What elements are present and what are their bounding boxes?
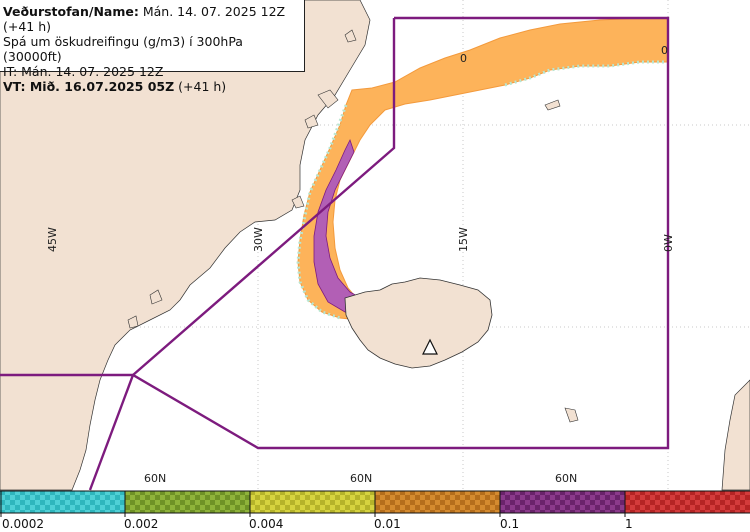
lat-label-60n: 60N bbox=[350, 472, 372, 485]
valid-time-offset: (+41 h) bbox=[174, 79, 227, 94]
forecast-info-box: Veðurstofan/Name: Mán. 14. 07. 2025 12Z … bbox=[0, 0, 305, 94]
lon-label-15w: 15W bbox=[457, 227, 470, 252]
legend-swatch-purple bbox=[500, 491, 625, 513]
issue-time: IT: Mán. 14. 07. 2025 12Z bbox=[3, 64, 164, 79]
legend-swatch-yellow bbox=[250, 491, 375, 513]
legend-tick-label: 0.01 bbox=[374, 517, 401, 531]
jan-mayen bbox=[544, 99, 561, 111]
lat-label-60n: 60N bbox=[144, 472, 166, 485]
zero-marker: 0 bbox=[661, 44, 668, 57]
iceland-land bbox=[344, 277, 493, 369]
legend-swatch-cyan bbox=[0, 491, 125, 513]
greenland-land bbox=[0, 0, 371, 491]
norway-land bbox=[721, 379, 750, 491]
fir-boundary bbox=[0, 16, 670, 491]
valid-time-label: VT: Mið. 16.07.2025 05Z bbox=[3, 79, 175, 94]
legend-tick-label: 0.002 bbox=[124, 517, 158, 531]
legend-swatch-orange bbox=[375, 491, 500, 513]
issuer-line: Veðurstofan/Name: Mán. 14. 07. 2025 12Z … bbox=[3, 4, 304, 34]
legend-swatch-red bbox=[625, 491, 750, 513]
lon-label-0w: 0W bbox=[662, 234, 675, 252]
legend-tick-label: 0.004 bbox=[249, 517, 283, 531]
issuer-value: Mán. 14. 07. 2025 12Z (+41 h) bbox=[3, 4, 286, 34]
legend-swatch-olive bbox=[125, 491, 250, 513]
legend-color-bar bbox=[0, 490, 750, 517]
valid-time-line: VT: Mið. 16.07.2025 05Z (+41 h) bbox=[3, 79, 304, 94]
product-description: Spá um öskudreifingu (g/m3) í 300hPa (30… bbox=[3, 34, 243, 64]
lat-label-60n: 60N bbox=[555, 472, 577, 485]
ash-plume-edge bbox=[504, 60, 668, 87]
zero-marker: 0 bbox=[460, 52, 467, 65]
lon-label-45w: 45W bbox=[46, 227, 59, 252]
volcano-icon bbox=[422, 338, 438, 355]
lon-label-30w: 30W bbox=[252, 227, 265, 252]
legend-tick-label: 0.0002 bbox=[2, 517, 44, 531]
legend-tick-label: 0.1 bbox=[500, 517, 519, 531]
greenland-islands bbox=[127, 29, 357, 329]
ash-plume-edge-west bbox=[296, 104, 348, 320]
faroe-islands bbox=[564, 407, 579, 423]
legend-tick-label: 1 bbox=[625, 517, 633, 531]
issuer-label: Veðurstofan/Name: bbox=[3, 4, 139, 19]
